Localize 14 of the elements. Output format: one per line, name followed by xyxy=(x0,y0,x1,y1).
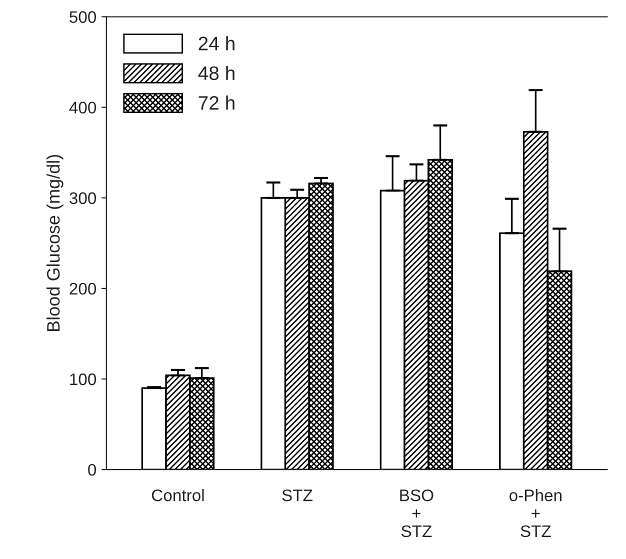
y-tick-label: 0 xyxy=(88,464,96,476)
y-tick-label: 500 xyxy=(70,11,96,23)
y-axis-title: Blood Glucose (mg/dl) xyxy=(46,154,64,331)
legend-label: 24 h xyxy=(198,36,234,50)
x-tick-label: o-Phen + STZ xyxy=(510,489,562,538)
x-tick-label: Control xyxy=(152,489,204,502)
y-tick-label: 200 xyxy=(70,282,96,295)
y-tick-label: 400 xyxy=(69,102,96,114)
y-tick-label: 300 xyxy=(70,192,96,204)
legend-label: 48 h xyxy=(198,66,234,80)
x-tick-label: BSO + STZ xyxy=(400,489,434,538)
x-tick-label: STZ xyxy=(282,489,312,502)
legend-label: 72 h xyxy=(198,96,234,110)
y-tick-label: 100 xyxy=(70,373,96,386)
